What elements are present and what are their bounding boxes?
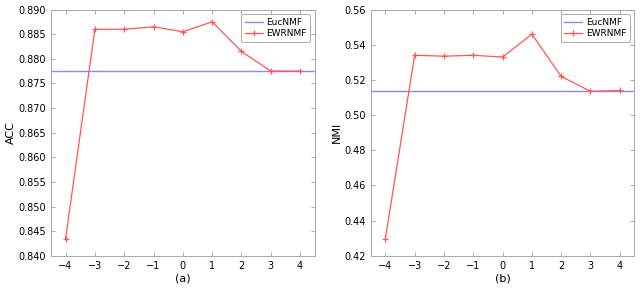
X-axis label: (b): (b) (495, 273, 511, 284)
EWRNMF (587, 90, 595, 93)
EucNMF (179, 69, 187, 73)
EWRNMF (528, 32, 536, 36)
EWRNMF (440, 54, 448, 58)
EWRNMF (616, 89, 623, 92)
EucNMF (499, 90, 506, 93)
EWRNMF (120, 27, 128, 31)
Line: EWRNMF: EWRNMF (382, 31, 623, 242)
Legend: EucNMF, EWRNMF: EucNMF, EWRNMF (561, 14, 630, 42)
EWRNMF (296, 69, 304, 73)
Line: EWRNMF: EWRNMF (63, 19, 303, 242)
EWRNMF (237, 50, 245, 53)
EWRNMF (208, 20, 216, 24)
X-axis label: (a): (a) (175, 273, 191, 284)
EWRNMF (557, 75, 565, 78)
EWRNMF (469, 53, 477, 57)
EWRNMF (91, 27, 99, 31)
EWRNMF (150, 25, 157, 29)
EWRNMF (179, 30, 187, 34)
EWRNMF (267, 69, 275, 73)
EucNMF (528, 90, 536, 93)
Legend: EucNMF, EWRNMF: EucNMF, EWRNMF (241, 14, 310, 42)
Y-axis label: ACC: ACC (6, 121, 15, 144)
EWRNMF (381, 237, 389, 241)
EWRNMF (499, 55, 506, 59)
EucNMF (208, 69, 216, 73)
Y-axis label: NMI: NMI (332, 122, 341, 143)
EWRNMF (61, 237, 69, 240)
EWRNMF (411, 53, 419, 57)
